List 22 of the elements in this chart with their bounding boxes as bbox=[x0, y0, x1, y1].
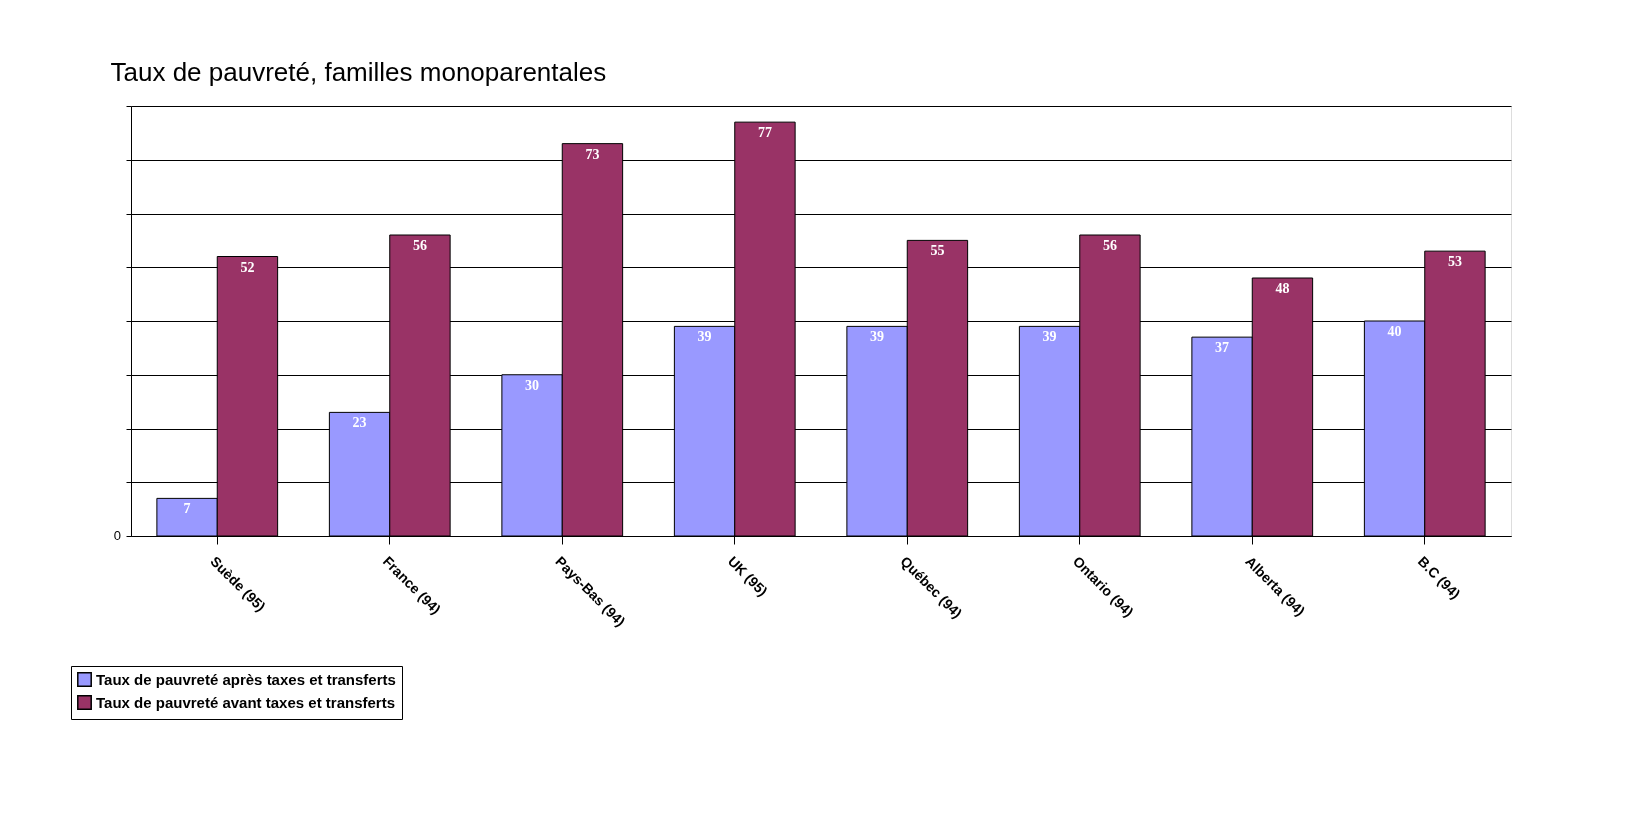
chart-title: Taux de pauvreté, familles monoparentales bbox=[110, 57, 607, 87]
data-label: 37 bbox=[1215, 340, 1230, 356]
data-label: 56 bbox=[412, 238, 427, 253]
x-tick-label: UK (95) bbox=[724, 553, 771, 600]
legend-label: Taux de pauvreté avant taxes et transferts bbox=[96, 693, 396, 711]
text: 0 bbox=[113, 528, 121, 543]
data-label: 73 bbox=[585, 146, 600, 162]
x-tick-label: B.C (94) bbox=[1414, 553, 1464, 602]
data-label: 30 bbox=[525, 377, 540, 393]
data-label: 53 bbox=[1447, 254, 1462, 270]
data-label: 39 bbox=[697, 329, 712, 345]
data-label: 7 bbox=[183, 501, 191, 517]
data-label: 48 bbox=[1275, 281, 1290, 296]
data-label: 77 bbox=[757, 125, 772, 141]
data-label: 55 bbox=[930, 243, 945, 259]
data-label: 40 bbox=[1387, 324, 1402, 339]
legend-label: Taux de pauvreté après taxes et transferts bbox=[96, 670, 396, 688]
data-label: 39 bbox=[870, 329, 885, 345]
data-label: 39 bbox=[1042, 329, 1057, 345]
data-label: 52 bbox=[240, 259, 255, 275]
data-label: 23 bbox=[352, 415, 367, 431]
data-label: 56 bbox=[1102, 238, 1117, 253]
